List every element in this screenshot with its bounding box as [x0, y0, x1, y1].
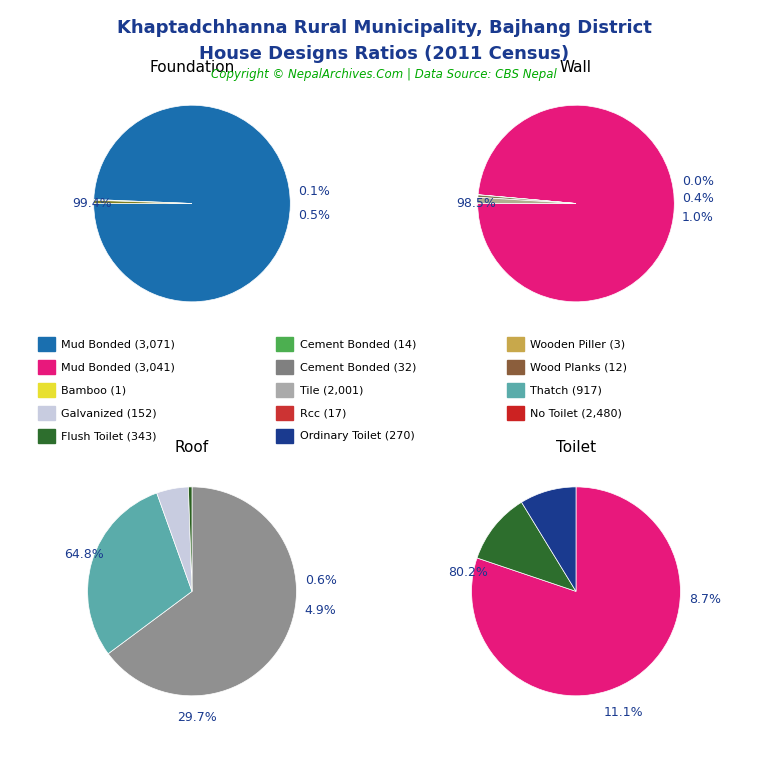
Text: Cement Bonded (32): Cement Bonded (32) [300, 362, 416, 372]
Text: Mud Bonded (3,041): Mud Bonded (3,041) [61, 362, 175, 372]
Text: 11.1%: 11.1% [603, 707, 643, 720]
Text: Mud Bonded (3,071): Mud Bonded (3,071) [61, 339, 175, 349]
Text: Flush Toilet (343): Flush Toilet (343) [61, 431, 157, 442]
Wedge shape [94, 200, 192, 204]
Text: 0.4%: 0.4% [682, 192, 714, 205]
Title: Roof: Roof [175, 441, 209, 455]
Wedge shape [478, 197, 576, 204]
Text: Tile (2,001): Tile (2,001) [300, 385, 363, 396]
Text: Galvanized (152): Galvanized (152) [61, 408, 157, 419]
Text: 29.7%: 29.7% [177, 711, 217, 724]
Text: Cement Bonded (14): Cement Bonded (14) [300, 339, 416, 349]
Text: Rcc (17): Rcc (17) [300, 408, 346, 419]
Text: 1.0%: 1.0% [682, 210, 714, 223]
Wedge shape [477, 502, 576, 591]
Text: 80.2%: 80.2% [449, 566, 488, 579]
Wedge shape [157, 487, 192, 591]
Text: 0.6%: 0.6% [305, 574, 336, 588]
Wedge shape [521, 487, 576, 591]
Text: 98.5%: 98.5% [456, 197, 496, 210]
Text: Bamboo (1): Bamboo (1) [61, 385, 127, 396]
Text: No Toilet (2,480): No Toilet (2,480) [530, 408, 622, 419]
Wedge shape [88, 493, 192, 654]
Text: Copyright © NepalArchives.Com | Data Source: CBS Nepal: Copyright © NepalArchives.Com | Data Sou… [211, 68, 557, 81]
Text: 0.5%: 0.5% [298, 209, 330, 222]
Wedge shape [108, 487, 296, 696]
Text: Thatch (917): Thatch (917) [530, 385, 602, 396]
Text: 99.4%: 99.4% [72, 197, 111, 210]
Wedge shape [472, 487, 680, 696]
Text: Wooden Piller (3): Wooden Piller (3) [530, 339, 625, 349]
Text: 4.9%: 4.9% [305, 604, 336, 617]
Wedge shape [478, 195, 576, 204]
Wedge shape [478, 105, 674, 302]
Text: Khaptadchhanna Rural Municipality, Bajhang District: Khaptadchhanna Rural Municipality, Bajha… [117, 19, 651, 37]
Title: Toilet: Toilet [556, 441, 596, 455]
Wedge shape [188, 487, 192, 591]
Text: House Designs Ratios (2011 Census): House Designs Ratios (2011 Census) [199, 45, 569, 62]
Text: 64.8%: 64.8% [65, 548, 104, 561]
Text: 0.1%: 0.1% [298, 185, 330, 198]
Text: 8.7%: 8.7% [689, 593, 721, 606]
Title: Foundation: Foundation [149, 61, 235, 75]
Text: Ordinary Toilet (270): Ordinary Toilet (270) [300, 431, 414, 442]
Wedge shape [478, 195, 576, 204]
Title: Wall: Wall [560, 61, 592, 75]
Text: Wood Planks (12): Wood Planks (12) [530, 362, 627, 372]
Text: 0.0%: 0.0% [682, 175, 714, 188]
Wedge shape [94, 105, 290, 302]
Wedge shape [94, 200, 192, 204]
